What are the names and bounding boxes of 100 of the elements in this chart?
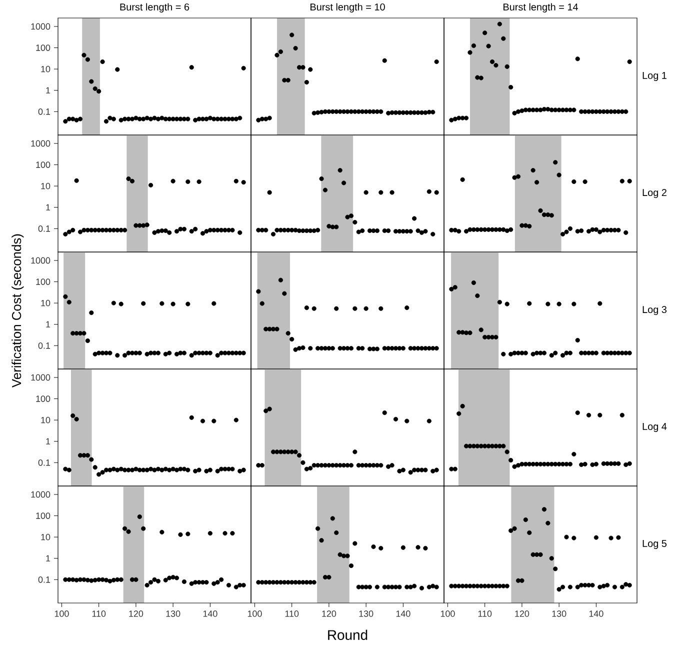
point <box>274 52 280 58</box>
chart-title: Burst length = 10 <box>310 3 385 12</box>
point <box>230 466 235 472</box>
point <box>356 346 361 351</box>
point <box>374 346 380 352</box>
point <box>508 458 514 463</box>
point <box>430 584 436 588</box>
y-tick-label: 100 <box>36 396 50 402</box>
point <box>160 116 164 120</box>
point <box>468 50 472 55</box>
point <box>222 228 228 232</box>
y-tick-label: 100 <box>36 44 50 51</box>
point <box>471 280 476 286</box>
point <box>512 350 517 356</box>
point <box>326 224 332 229</box>
point <box>360 584 365 590</box>
point <box>70 331 76 336</box>
point <box>478 328 484 332</box>
point <box>96 89 102 94</box>
point <box>553 462 558 466</box>
point <box>334 224 339 230</box>
point <box>352 450 358 454</box>
text: Log 3 <box>642 306 667 316</box>
point <box>92 578 98 582</box>
point <box>204 350 209 356</box>
point <box>196 116 202 122</box>
point <box>390 463 394 468</box>
point <box>260 301 264 306</box>
point <box>620 412 624 418</box>
point <box>464 229 469 234</box>
point <box>222 531 228 536</box>
point <box>542 462 547 466</box>
point <box>534 180 540 185</box>
point <box>267 116 272 120</box>
point <box>371 463 376 468</box>
point <box>564 462 569 466</box>
point <box>605 228 610 232</box>
point <box>104 228 109 232</box>
y-tick-label: 100 <box>36 278 50 285</box>
point <box>393 110 398 115</box>
point <box>78 116 83 122</box>
point <box>490 59 495 64</box>
y-axis-title: Verification Cost (seconds) <box>12 234 24 388</box>
point <box>74 178 79 183</box>
point <box>352 109 358 114</box>
point <box>516 350 521 356</box>
point <box>564 534 569 540</box>
point <box>486 44 491 48</box>
point <box>126 116 131 122</box>
y-tick-label: 0.1 <box>38 108 50 115</box>
point <box>352 306 358 311</box>
point <box>364 190 368 195</box>
point <box>449 286 454 292</box>
point <box>356 463 361 468</box>
point <box>334 530 339 536</box>
point <box>616 461 621 466</box>
point <box>156 116 161 122</box>
point <box>215 228 220 232</box>
point <box>222 116 228 122</box>
point <box>608 461 614 466</box>
point <box>572 302 576 306</box>
point <box>238 582 242 588</box>
x-tick-label: 130 <box>359 610 374 617</box>
point <box>89 228 94 232</box>
point <box>586 350 592 356</box>
point <box>156 466 161 472</box>
point <box>108 578 112 584</box>
point <box>130 116 135 122</box>
point <box>118 302 124 306</box>
point <box>189 353 194 358</box>
point <box>501 227 506 232</box>
point <box>390 110 394 115</box>
point <box>293 228 298 232</box>
point <box>208 116 212 120</box>
point <box>267 326 272 332</box>
point <box>264 228 268 232</box>
point <box>316 346 320 351</box>
point <box>182 116 186 122</box>
point <box>316 110 320 115</box>
point <box>148 466 154 472</box>
point <box>160 468 164 472</box>
point <box>137 514 142 520</box>
point <box>608 536 614 540</box>
point <box>590 462 595 467</box>
point <box>345 214 350 220</box>
point <box>456 229 462 234</box>
point <box>208 468 212 472</box>
point <box>163 466 168 472</box>
x-tick-label: 130 <box>166 610 180 617</box>
point <box>304 80 309 85</box>
point <box>78 230 83 234</box>
point <box>568 584 572 590</box>
y-tick-label: 1000 <box>31 491 50 498</box>
point <box>167 116 172 122</box>
text: Log 1 <box>642 72 666 81</box>
point <box>556 462 562 466</box>
point <box>527 530 532 536</box>
point <box>456 330 462 335</box>
point <box>267 580 272 585</box>
point <box>546 106 550 112</box>
